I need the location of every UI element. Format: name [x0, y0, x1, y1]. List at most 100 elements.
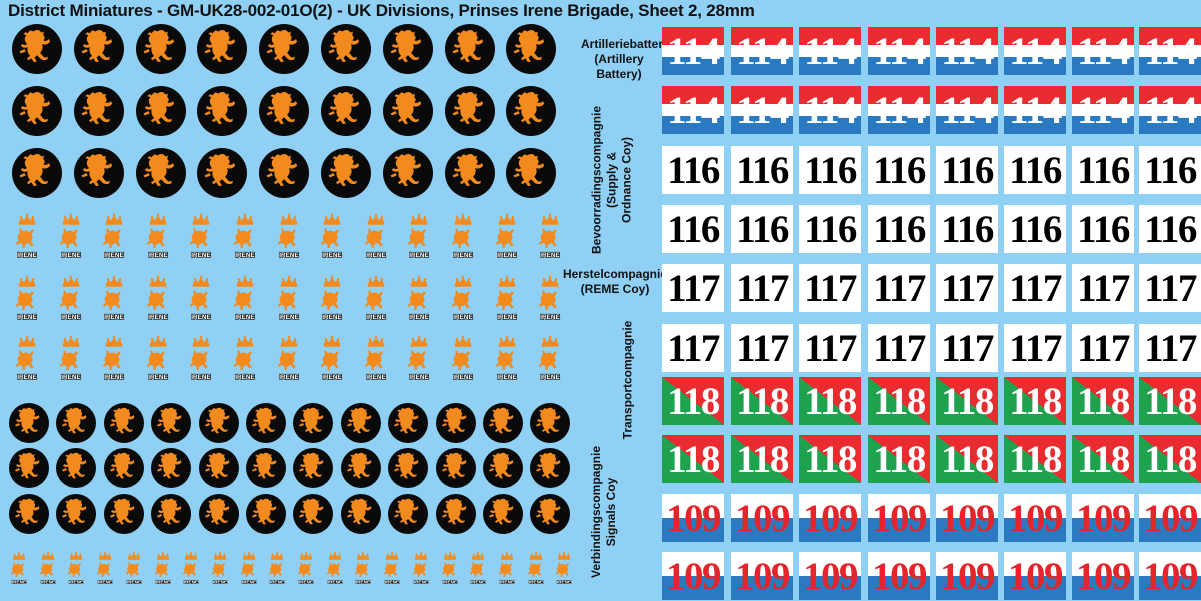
decal-number: 109 [666, 496, 722, 540]
unit-decal-118: 118 [868, 435, 930, 483]
crowned-lion-irene-icon: IRENE [186, 330, 216, 386]
rampant-lion-icon [246, 494, 286, 534]
decal-number: 117 [1144, 266, 1197, 310]
label-supply: Bevoorradingscompagnie (Supply & Ordnanc… [590, 106, 635, 254]
rampant-lion-icon [56, 494, 97, 534]
unit-decal-117: 117 [868, 324, 930, 372]
unit-decal-114: 114 [936, 86, 998, 134]
unit-decal-116: 116 [799, 146, 861, 194]
decal-number: 109 [666, 554, 722, 598]
label-line: Bevoorradingscompagnie [589, 105, 604, 255]
svg-text:IRENE: IRENE [453, 314, 472, 321]
unit-decal-114: 114 [1072, 86, 1134, 134]
unit-decal-109: 109 [936, 552, 998, 600]
crowned-lion-irene-icon: IRENE [238, 542, 260, 594]
decal-number: 114 [941, 29, 994, 73]
svg-text:IRENE: IRENE [192, 374, 211, 381]
decal-number: 109 [735, 554, 791, 598]
rampant-lion-icon [56, 448, 97, 488]
decal-number: 109 [1076, 496, 1132, 540]
crowned-lion-irene-icon: IRENE [525, 542, 547, 594]
crowned-lion-irene-icon: IRENE [12, 208, 42, 264]
unit-decal-118: 118 [1004, 435, 1066, 483]
svg-text:IRENE: IRENE [69, 579, 83, 584]
rampant-lion-icon [293, 403, 334, 443]
unit-decal-109: 109 [1004, 552, 1066, 600]
svg-text:IRENE: IRENE [235, 314, 254, 321]
decal-number: 114 [873, 88, 926, 132]
decal-number: 117 [667, 266, 720, 310]
decal-number: 118 [804, 379, 857, 423]
unit-decal-116: 116 [1072, 146, 1134, 194]
crowned-lion-irene-icon: IRENE [230, 270, 260, 326]
unit-decal-114: 114 [1072, 27, 1134, 75]
unit-decal-109: 109 [731, 552, 793, 600]
decal-number: 109 [803, 496, 859, 540]
crowned-lion-irene-icon: IRENE [274, 208, 304, 264]
rampant-lion-icon [73, 148, 124, 198]
unit-decal-109: 109 [662, 552, 724, 600]
svg-text:IRENE: IRENE [17, 314, 36, 321]
svg-text:IRENE: IRENE [366, 374, 385, 381]
svg-text:IRENE: IRENE [322, 252, 341, 259]
rampant-lion-icon [246, 448, 286, 488]
rampant-lion-icon [382, 24, 433, 74]
svg-text:IRENE: IRENE [453, 374, 472, 381]
decal-number: 109 [735, 496, 791, 540]
unit-decal-114: 114 [731, 27, 793, 75]
svg-text:IRENE: IRENE [410, 252, 429, 259]
unit-decal-117: 117 [799, 324, 861, 372]
crowned-lion-irene-icon: IRENE [317, 208, 347, 264]
unit-decal-117: 117 [1072, 264, 1134, 312]
unit-decal-118: 118 [662, 377, 724, 425]
crowned-lion-irene-icon: IRENE [65, 542, 87, 594]
unit-decal-118: 118 [799, 377, 861, 425]
crowned-lion-irene-icon: IRENE [492, 330, 522, 386]
decal-number: 118 [1077, 437, 1130, 481]
crowned-lion-irene-icon: IRENE [404, 208, 434, 264]
unit-decal-117: 117 [936, 264, 998, 312]
unit-decal-116: 116 [1004, 205, 1066, 253]
label-line: (REME Coy) [580, 282, 650, 296]
svg-text:IRENE: IRENE [328, 579, 342, 584]
decal-number: 116 [804, 207, 857, 251]
svg-text:IRENE: IRENE [366, 252, 385, 259]
decal-number: 114 [736, 29, 789, 73]
decal-number: 114 [1009, 88, 1062, 132]
rampant-lion-icon [293, 494, 334, 534]
unit-decal-117: 117 [936, 324, 998, 372]
svg-text:IRENE: IRENE [235, 252, 254, 259]
crowned-lion-irene-icon: IRENE [361, 330, 391, 386]
svg-text:IRENE: IRENE [299, 579, 313, 584]
rampant-lion-icon [506, 24, 557, 74]
decal-number: 118 [941, 379, 994, 423]
unit-decal-116: 116 [1139, 146, 1201, 194]
svg-text:IRENE: IRENE [104, 374, 123, 381]
svg-text:IRENE: IRENE [148, 374, 167, 381]
decal-number: 114 [1144, 88, 1197, 132]
unit-decal-118: 118 [936, 435, 998, 483]
rampant-lion-icon [56, 403, 97, 443]
unit-decal-109: 109 [936, 494, 998, 542]
crowned-lion-irene-icon: IRENE [553, 542, 575, 594]
svg-text:IRENE: IRENE [442, 579, 456, 584]
svg-text:IRENE: IRENE [540, 374, 559, 381]
decal-number: 116 [941, 207, 994, 251]
crowned-lion-irene-icon: IRENE [230, 208, 260, 264]
unit-decal-117: 117 [662, 324, 724, 372]
crowned-lion-irene-icon: IRENE [448, 208, 478, 264]
unit-decal-116: 116 [731, 205, 793, 253]
rampant-lion-icon [197, 148, 248, 198]
crowned-lion-irene-icon: IRENE [352, 542, 374, 594]
unit-decal-118: 118 [1004, 377, 1066, 425]
crowned-lion-irene-icon: IRENE [123, 542, 145, 594]
label-signals: Verbindingscompagnie Signals Coy [589, 446, 619, 578]
decal-number: 116 [1009, 148, 1062, 192]
rampant-lion-icon [103, 403, 144, 443]
unit-decal-114: 114 [1004, 27, 1066, 75]
unit-decal-109: 109 [1139, 552, 1201, 600]
decal-number: 118 [804, 437, 857, 481]
decal-number: 117 [873, 326, 926, 370]
unit-decal-114: 114 [1004, 86, 1066, 134]
decal-number: 114 [667, 29, 720, 73]
